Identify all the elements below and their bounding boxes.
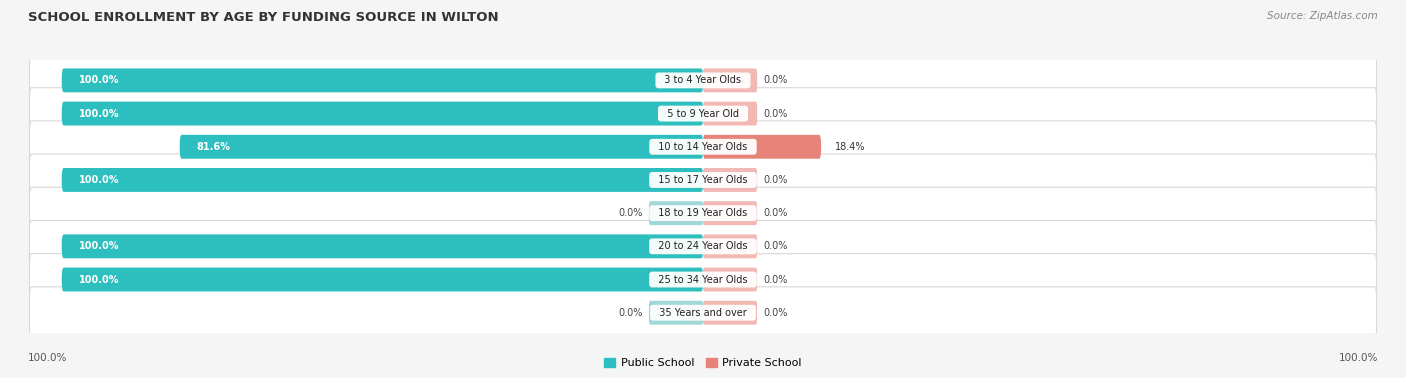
FancyBboxPatch shape: [30, 154, 1376, 206]
Text: 100.0%: 100.0%: [1339, 353, 1378, 363]
Text: 100.0%: 100.0%: [79, 274, 120, 285]
Text: 100.0%: 100.0%: [79, 75, 120, 85]
FancyBboxPatch shape: [650, 201, 703, 225]
Text: 0.0%: 0.0%: [617, 208, 643, 218]
FancyBboxPatch shape: [703, 102, 756, 125]
FancyBboxPatch shape: [62, 268, 703, 291]
Text: 35 Years and over: 35 Years and over: [652, 308, 754, 318]
Text: 0.0%: 0.0%: [763, 308, 789, 318]
FancyBboxPatch shape: [30, 54, 1376, 106]
Text: 0.0%: 0.0%: [617, 308, 643, 318]
FancyBboxPatch shape: [703, 135, 821, 159]
Text: 10 to 14 Year Olds: 10 to 14 Year Olds: [652, 142, 754, 152]
FancyBboxPatch shape: [703, 168, 756, 192]
Text: 5 to 9 Year Old: 5 to 9 Year Old: [661, 108, 745, 119]
FancyBboxPatch shape: [62, 102, 703, 125]
FancyBboxPatch shape: [180, 135, 703, 159]
FancyBboxPatch shape: [30, 187, 1376, 239]
Text: 100.0%: 100.0%: [79, 108, 120, 119]
FancyBboxPatch shape: [30, 287, 1376, 339]
FancyBboxPatch shape: [62, 68, 703, 92]
FancyBboxPatch shape: [703, 234, 756, 258]
FancyBboxPatch shape: [703, 268, 756, 291]
Legend: Public School, Private School: Public School, Private School: [600, 353, 806, 372]
Text: 0.0%: 0.0%: [763, 75, 789, 85]
FancyBboxPatch shape: [30, 88, 1376, 139]
Text: SCHOOL ENROLLMENT BY AGE BY FUNDING SOURCE IN WILTON: SCHOOL ENROLLMENT BY AGE BY FUNDING SOUR…: [28, 11, 499, 24]
FancyBboxPatch shape: [62, 234, 703, 258]
Text: 15 to 17 Year Olds: 15 to 17 Year Olds: [652, 175, 754, 185]
Text: 20 to 24 Year Olds: 20 to 24 Year Olds: [652, 241, 754, 251]
Text: 0.0%: 0.0%: [763, 208, 789, 218]
Text: 0.0%: 0.0%: [763, 274, 789, 285]
Text: 0.0%: 0.0%: [763, 175, 789, 185]
Text: 100.0%: 100.0%: [28, 353, 67, 363]
Text: 3 to 4 Year Olds: 3 to 4 Year Olds: [658, 75, 748, 85]
FancyBboxPatch shape: [62, 168, 703, 192]
FancyBboxPatch shape: [703, 301, 756, 325]
Text: 0.0%: 0.0%: [763, 108, 789, 119]
Text: 81.6%: 81.6%: [197, 142, 231, 152]
FancyBboxPatch shape: [650, 301, 703, 325]
FancyBboxPatch shape: [703, 201, 756, 225]
FancyBboxPatch shape: [30, 121, 1376, 173]
FancyBboxPatch shape: [30, 220, 1376, 272]
Text: 0.0%: 0.0%: [763, 241, 789, 251]
Text: 18.4%: 18.4%: [835, 142, 865, 152]
Text: Source: ZipAtlas.com: Source: ZipAtlas.com: [1267, 11, 1378, 21]
Text: 25 to 34 Year Olds: 25 to 34 Year Olds: [652, 274, 754, 285]
FancyBboxPatch shape: [703, 68, 756, 92]
FancyBboxPatch shape: [30, 254, 1376, 305]
Text: 100.0%: 100.0%: [79, 241, 120, 251]
Text: 100.0%: 100.0%: [79, 175, 120, 185]
Text: 18 to 19 Year Olds: 18 to 19 Year Olds: [652, 208, 754, 218]
